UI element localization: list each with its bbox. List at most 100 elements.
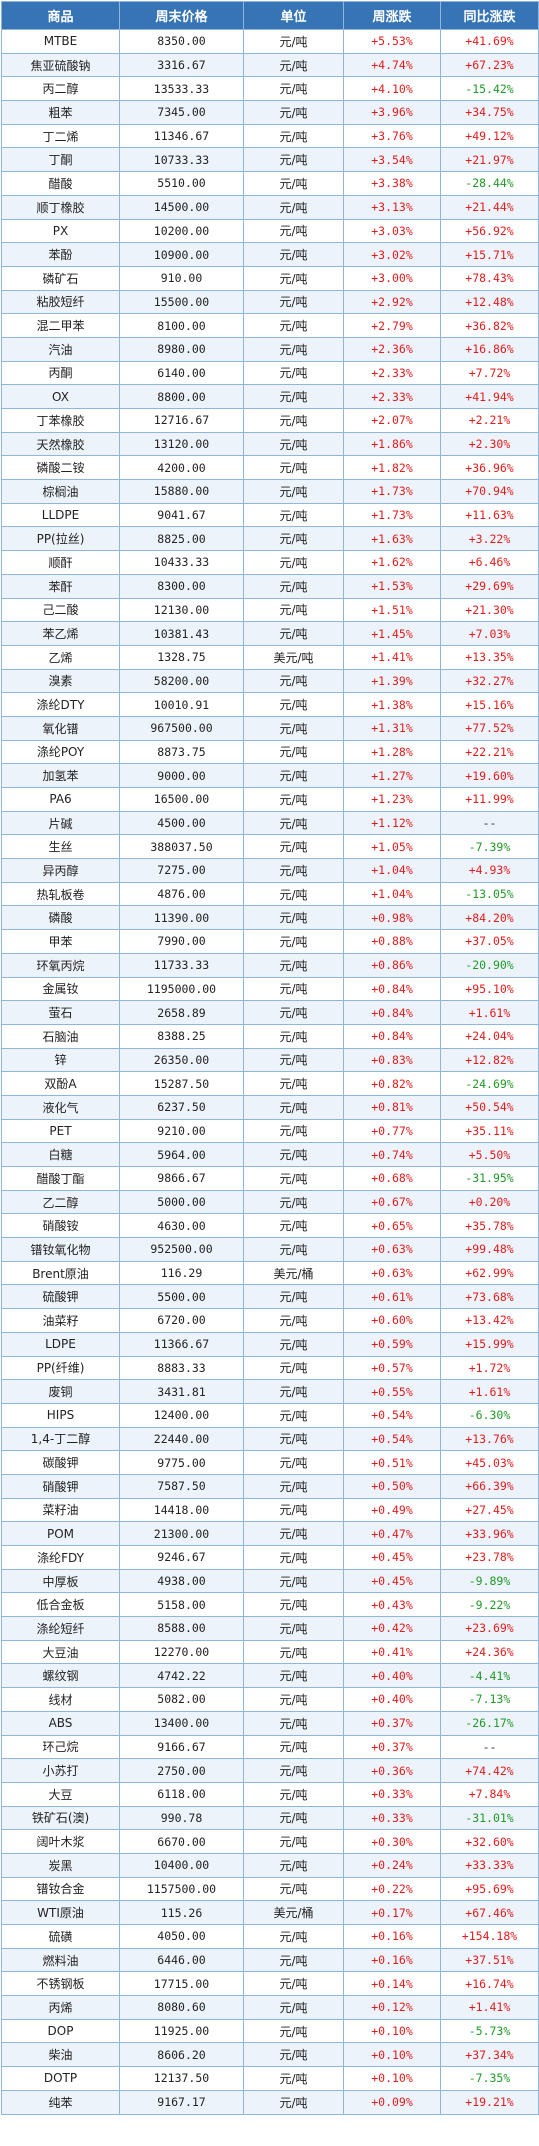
weekly-change-cell: +0.98%	[343, 905, 441, 931]
commodity-name-cell: ABS	[1, 1710, 120, 1736]
unit-cell: 元/吨	[243, 763, 344, 788]
table-row: 氧化镨 967500.00 元/吨 +1.31% +77.52%	[1, 715, 539, 741]
weekly-change-cell: +0.17%	[343, 1900, 441, 1925]
unit-cell: 元/吨	[243, 1426, 344, 1452]
unit-cell: 元/吨	[243, 265, 344, 291]
header-unit: 单位	[243, 1, 344, 30]
weekend-price-cell: 388037.50	[119, 834, 244, 860]
yoy-change-cell: +24.04%	[440, 1023, 539, 1049]
commodity-name-cell: LDPE	[1, 1331, 120, 1357]
unit-cell: 元/吨	[243, 2018, 344, 2044]
commodity-name-cell: 液化气	[1, 1094, 120, 1120]
commodity-name-cell: PET	[1, 1118, 120, 1144]
unit-cell: 元/吨	[243, 1331, 344, 1357]
table-row: LDPE 11366.67 元/吨 +0.59% +15.99%	[1, 1331, 539, 1357]
yoy-change-cell: +3.22%	[440, 526, 539, 552]
commodity-name-cell: 片碱	[1, 810, 120, 836]
weekend-price-cell: 8300.00	[119, 573, 244, 599]
table-row: 大豆油 12270.00 元/吨 +0.41% +24.36%	[1, 1639, 539, 1665]
commodity-name-cell: 涤纶DTY	[1, 692, 120, 717]
unit-cell: 元/吨	[243, 1687, 344, 1712]
yoy-change-cell: +67.23%	[440, 52, 539, 78]
weekend-price-cell: 58200.00	[119, 668, 244, 694]
table-row: HIPS 12400.00 元/吨 +0.54% -6.30%	[1, 1402, 539, 1428]
table-row: WTI原油 115.26 美元/桶 +0.17% +67.46%	[1, 1900, 539, 1925]
yoy-change-cell: -7.35%	[440, 2066, 539, 2091]
weekly-change-cell: +1.73%	[343, 502, 441, 528]
weekly-change-cell: +0.40%	[343, 1687, 441, 1712]
weekly-change-cell: +0.33%	[343, 1805, 441, 1831]
unit-cell: 元/吨	[243, 1592, 344, 1618]
table-row: 醋酸丁酯 9866.67 元/吨 +0.68% -31.95%	[1, 1166, 539, 1191]
table-row: 碳酸钾 9775.00 元/吨 +0.51% +45.03%	[1, 1450, 539, 1475]
yoy-change-cell: +15.99%	[440, 1331, 539, 1357]
table-row: 锌 26350.00 元/吨 +0.83% +12.82%	[1, 1047, 539, 1073]
unit-cell: 元/吨	[243, 1568, 344, 1594]
weekend-price-cell: 11925.00	[119, 2018, 244, 2044]
commodity-name-cell: 醋酸	[1, 171, 120, 196]
yoy-change-cell: +7.72%	[440, 360, 539, 386]
weekly-change-cell: +0.09%	[343, 2089, 441, 2115]
table-row: 纯苯 9167.17 元/吨 +0.09% +19.21%	[1, 2089, 539, 2115]
yoy-change-cell: -31.01%	[440, 1805, 539, 1831]
unit-cell: 元/吨	[243, 1379, 344, 1404]
table-row: 不锈钢板 17715.00 元/吨 +0.14% +16.74%	[1, 1971, 539, 1997]
weekly-change-cell: +0.86%	[343, 952, 441, 978]
weekend-price-cell: 17715.00	[119, 1971, 244, 1997]
weekly-change-cell: +3.54%	[343, 147, 441, 173]
commodity-name-cell: 萤石	[1, 1000, 120, 1025]
yoy-change-cell: +4.93%	[440, 858, 539, 883]
commodity-name-cell: Brent原油	[1, 1260, 120, 1286]
table-row: 丙二醇 13533.33 元/吨 +4.10% -15.42%	[1, 76, 539, 102]
unit-cell: 元/吨	[243, 1284, 344, 1310]
weekly-change-cell: +0.37%	[343, 1734, 441, 1760]
weekly-change-cell: +0.84%	[343, 976, 441, 1002]
weekend-price-cell: 7275.00	[119, 858, 244, 883]
weekend-price-cell: 26350.00	[119, 1047, 244, 1073]
weekly-change-cell: +0.12%	[343, 1995, 441, 2020]
weekend-price-cell: 10200.00	[119, 218, 244, 244]
unit-cell: 元/吨	[243, 502, 344, 528]
unit-cell: 元/吨	[243, 1000, 344, 1025]
unit-cell: 元/吨	[243, 1166, 344, 1191]
weekly-change-cell: +0.30%	[343, 1829, 441, 1854]
yoy-change-cell: +73.68%	[440, 1284, 539, 1310]
weekend-price-cell: 10381.43	[119, 621, 244, 646]
weekend-price-cell: 5000.00	[119, 1189, 244, 1215]
commodity-name-cell: 燃料油	[1, 1947, 120, 1973]
weekend-price-cell: 8388.25	[119, 1023, 244, 1049]
weekly-change-cell: +2.92%	[343, 289, 441, 315]
unit-cell: 元/吨	[243, 218, 344, 244]
yoy-change-cell: +16.74%	[440, 1971, 539, 1997]
yoy-change-cell: +33.96%	[440, 1521, 539, 1546]
table-row: 油菜籽 6720.00 元/吨 +0.60% +13.42%	[1, 1308, 539, 1333]
yoy-change-cell: +1.61%	[440, 1379, 539, 1404]
weekend-price-cell: 5082.00	[119, 1687, 244, 1712]
table-row: 阔叶木浆 6670.00 元/吨 +0.30% +32.60%	[1, 1829, 539, 1854]
unit-cell: 元/吨	[243, 1995, 344, 2020]
weekend-price-cell: 5510.00	[119, 171, 244, 196]
table-row: 乙烯 1328.75 美元/吨 +1.41% +13.35%	[1, 644, 539, 670]
weekly-change-cell: +1.04%	[343, 858, 441, 883]
unit-cell: 元/吨	[243, 929, 344, 954]
unit-cell: 元/吨	[243, 479, 344, 504]
yoy-change-cell: +95.69%	[440, 1876, 539, 1902]
yoy-change-cell: +1.61%	[440, 1000, 539, 1025]
weekend-price-cell: 6446.00	[119, 1947, 244, 1973]
table-row: 棕榈油 15880.00 元/吨 +1.73% +70.94%	[1, 479, 539, 504]
weekend-price-cell: 16500.00	[119, 787, 244, 812]
commodity-name-cell: 铁矿石(澳)	[1, 1805, 120, 1831]
weekend-price-cell: 9166.67	[119, 1734, 244, 1760]
table-row: 涤纶POY 8873.75 元/吨 +1.28% +22.21%	[1, 739, 539, 765]
table-row: 硝酸铵 4630.00 元/吨 +0.65% +35.78%	[1, 1213, 539, 1239]
yoy-change-cell: +0.20%	[440, 1189, 539, 1215]
yoy-change-cell: +2.21%	[440, 408, 539, 433]
yoy-change-cell: +77.52%	[440, 715, 539, 741]
table-row: 环己烷 9166.67 元/吨 +0.37% --	[1, 1734, 539, 1760]
yoy-change-cell: +37.05%	[440, 929, 539, 954]
weekend-price-cell: 4500.00	[119, 810, 244, 836]
weekend-price-cell: 9210.00	[119, 1118, 244, 1144]
commodity-name-cell: 菜籽油	[1, 1497, 120, 1523]
unit-cell: 元/吨	[243, 1924, 344, 1949]
unit-cell: 元/吨	[243, 858, 344, 883]
